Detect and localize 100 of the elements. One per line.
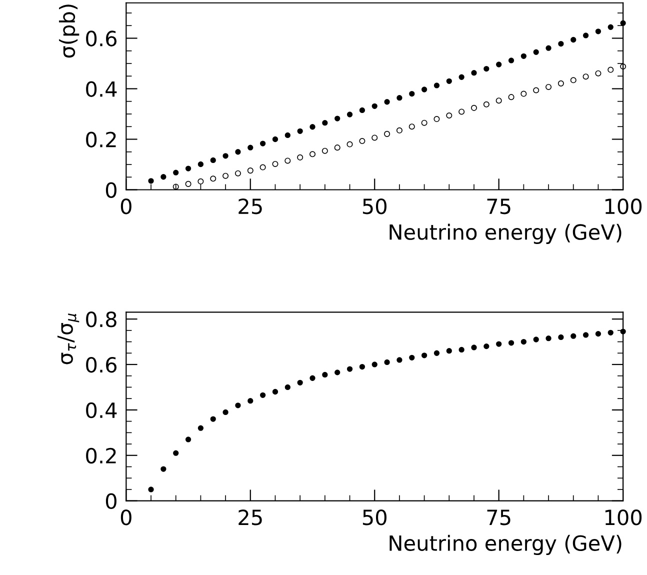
point <box>484 66 490 72</box>
point <box>198 425 204 431</box>
point <box>272 136 278 142</box>
point <box>434 82 440 88</box>
y-tick-label: 0.6 <box>86 30 117 46</box>
point <box>484 343 490 350</box>
y-tick-label: 0 <box>106 493 116 510</box>
point <box>260 392 266 398</box>
point <box>297 380 303 386</box>
point <box>496 341 502 347</box>
point <box>582 332 589 338</box>
point <box>334 370 340 376</box>
point <box>346 366 353 372</box>
point <box>297 128 303 134</box>
point <box>471 344 477 350</box>
y-axis-title: σ$_{τ}$/σ$_{μ}$ <box>57 314 80 364</box>
point <box>235 149 241 155</box>
y-tick-label: 0.2 <box>86 448 116 464</box>
point <box>160 466 166 472</box>
y-tick-label: 0.6 <box>86 356 117 373</box>
point <box>558 40 564 47</box>
point <box>322 372 328 378</box>
x-tick-label: 50 <box>362 510 386 526</box>
point <box>372 103 378 109</box>
point <box>446 78 452 84</box>
y-tick-label: 0.8 <box>86 311 116 328</box>
point <box>384 359 390 366</box>
x-tick-label: 75 <box>487 510 510 526</box>
x-axis-title: Neutrino energy (GeV) <box>390 534 622 556</box>
point <box>359 107 366 114</box>
point <box>384 99 390 105</box>
point <box>582 32 589 38</box>
point <box>533 49 539 55</box>
point <box>546 336 552 342</box>
point <box>570 333 576 339</box>
x-tick-label: 0 <box>120 510 132 526</box>
x-tick-label: 25 <box>238 510 262 526</box>
point <box>334 116 340 122</box>
point <box>458 346 464 353</box>
point <box>446 348 452 354</box>
point <box>173 450 179 456</box>
point <box>173 170 179 176</box>
point <box>222 409 228 416</box>
point <box>546 45 552 51</box>
point <box>284 132 290 138</box>
point <box>533 336 539 342</box>
point <box>210 416 216 422</box>
point <box>520 338 527 345</box>
point <box>322 120 328 126</box>
point <box>346 112 353 118</box>
y-tick-label: 0 <box>106 182 116 198</box>
point <box>284 384 290 390</box>
y-tick-label: 0.4 <box>86 81 117 97</box>
point <box>558 334 564 340</box>
point <box>210 157 216 164</box>
point <box>620 328 626 334</box>
point <box>409 354 415 360</box>
point <box>260 140 266 146</box>
point <box>148 486 154 492</box>
point <box>595 330 602 337</box>
point <box>310 124 316 130</box>
point <box>595 28 602 34</box>
point <box>421 86 428 92</box>
point <box>372 362 378 368</box>
point <box>272 388 278 395</box>
point <box>396 95 402 101</box>
x-tick-label: 75 <box>487 198 510 214</box>
point <box>570 36 576 43</box>
point <box>396 357 402 363</box>
point <box>185 166 192 172</box>
point <box>620 20 626 26</box>
point <box>148 178 154 184</box>
y-axis-title: σ(pb) <box>58 4 80 58</box>
x-tick-label: 0 <box>120 198 132 214</box>
point <box>471 70 477 76</box>
y-tick-label: 0.4 <box>86 402 117 418</box>
x-tick-label: 100 <box>605 510 642 526</box>
point <box>608 24 614 30</box>
point <box>458 74 464 80</box>
x-tick-label: 50 <box>362 198 386 214</box>
y-tick-label: 0.2 <box>86 132 116 148</box>
point <box>520 53 527 59</box>
point <box>496 62 502 68</box>
point <box>409 90 415 97</box>
point <box>608 330 614 336</box>
point <box>359 364 366 370</box>
x-tick-label: 25 <box>238 198 262 214</box>
point <box>434 350 440 356</box>
x-tick-label: 100 <box>605 198 642 214</box>
point <box>310 375 316 381</box>
point <box>235 402 241 408</box>
point <box>508 58 514 64</box>
point <box>198 161 204 168</box>
point <box>160 174 166 180</box>
point <box>222 153 228 159</box>
x-axis-title: Neutrino energy (GeV) <box>390 224 622 244</box>
point <box>248 398 254 404</box>
point <box>421 352 428 358</box>
point <box>185 436 192 442</box>
point <box>248 144 254 150</box>
